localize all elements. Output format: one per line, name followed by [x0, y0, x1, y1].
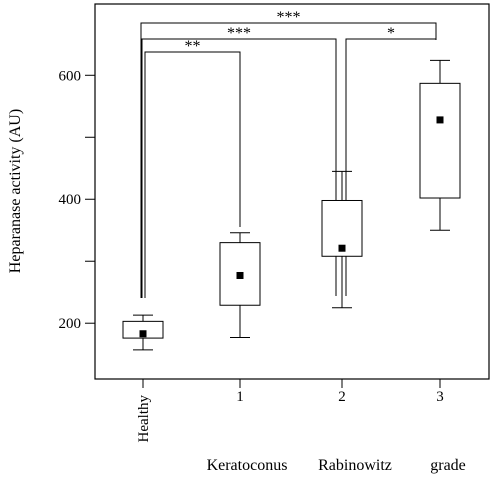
x-tick-label: 3	[436, 389, 444, 405]
significance-bracket	[140, 22, 437, 298]
significance-label: *	[387, 25, 395, 42]
plot-frame	[94, 3, 490, 380]
mean-marker	[139, 330, 147, 338]
x-tick-label: Healthy	[136, 395, 152, 443]
box-iqr	[419, 82, 461, 199]
x-axis-label-word-3: grade	[430, 457, 466, 474]
x-tick-label: 1	[236, 389, 244, 405]
significance-bracket	[141, 38, 337, 298]
y-tick-label: 400	[59, 192, 82, 208]
x-axis-tick-labels: Healthy 1 2 3	[136, 379, 444, 442]
box-iqr	[122, 320, 164, 339]
significance-label: **	[185, 38, 201, 55]
mean-marker	[338, 244, 346, 252]
significance-label: ***	[277, 9, 301, 26]
significance-bracket	[144, 51, 241, 298]
significance-label: ***	[227, 25, 251, 42]
boxes-layer	[122, 59, 461, 351]
y-tick-label: 200	[59, 316, 82, 332]
mean-marker	[236, 271, 244, 279]
y-axis-label: Heparanase activity (AU)	[7, 109, 24, 273]
x-tick-label: 2	[338, 389, 346, 405]
x-axis-label-word-1: Keratoconus	[207, 457, 288, 474]
y-axis-ticks: 200 400 600	[59, 68, 95, 332]
significance-bracket	[345, 38, 437, 296]
mean-marker	[436, 116, 444, 124]
significance-brackets: *********	[140, 9, 437, 298]
x-axis-label-word-2: Rabinowitz	[318, 457, 392, 474]
y-tick-label: 600	[59, 68, 82, 84]
